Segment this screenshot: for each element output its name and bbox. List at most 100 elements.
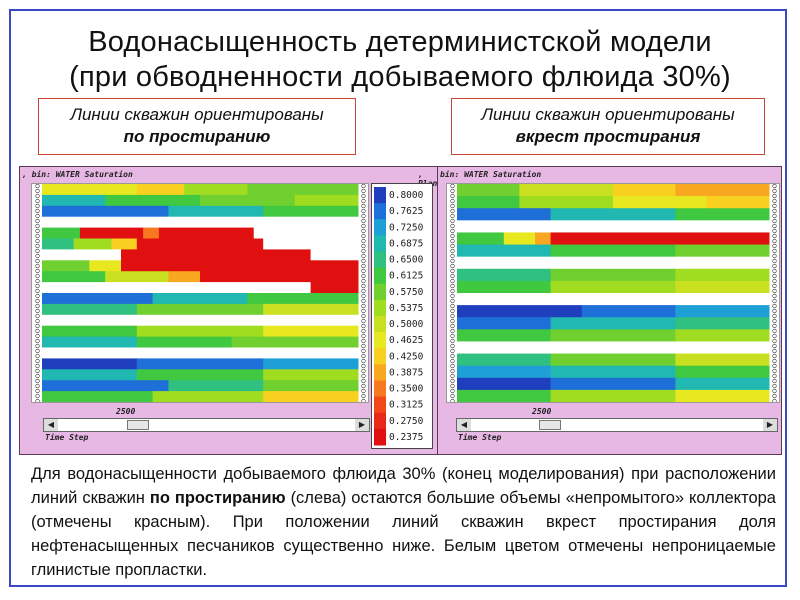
- well-marker: [772, 228, 777, 234]
- well-marker: [361, 368, 366, 374]
- legend-swatch: [374, 219, 386, 236]
- panel-left: , bin: WATER Saturation , Plane 0.80000.…: [19, 166, 442, 455]
- heatmap-cell: [42, 238, 75, 250]
- well-marker: [772, 238, 777, 244]
- well-marker: [361, 383, 366, 389]
- well-marker: [450, 298, 455, 304]
- slider-right-arrow-icon[interactable]: ▶: [763, 419, 777, 431]
- well-marker: [361, 263, 366, 269]
- well-marker: [772, 303, 777, 309]
- well-marker: [361, 238, 366, 244]
- slider-left-arrow-icon[interactable]: ◀: [457, 419, 471, 431]
- heatmap-cell: [136, 184, 185, 196]
- well-marker: [361, 298, 366, 304]
- well-marker: [35, 223, 40, 229]
- heatmap-cell: [200, 271, 359, 283]
- well-marker: [772, 218, 777, 224]
- well-marker: [772, 353, 777, 359]
- heatmap-cell: [168, 380, 264, 392]
- slider-right-thumb[interactable]: [539, 420, 561, 430]
- heatmap-cell: [136, 238, 264, 250]
- well-marker: [35, 343, 40, 349]
- heatmap-cell: [550, 389, 676, 402]
- well-marker: [772, 248, 777, 254]
- heatmap-right[interactable]: [446, 183, 780, 403]
- heatmap-cell: [136, 336, 233, 348]
- well-marker: [772, 388, 777, 394]
- well-marker: [450, 273, 455, 279]
- legend-label: 0.5000: [389, 319, 424, 330]
- heatmap-cell: [675, 280, 770, 294]
- slider-right-arrow-icon[interactable]: ▶: [355, 419, 369, 431]
- heatmap-cell: [310, 249, 359, 261]
- legend-swatch: [374, 316, 386, 333]
- heatmap-cell: [247, 184, 359, 196]
- well-marker: [35, 323, 40, 329]
- well-marker: [361, 328, 366, 334]
- panel-right-time-slider[interactable]: ◀ ▶: [456, 418, 778, 432]
- well-marker: [35, 303, 40, 309]
- well-marker: [450, 248, 455, 254]
- well-marker: [450, 188, 455, 194]
- heatmap-cell: [550, 377, 676, 391]
- heatmap-cell: [550, 268, 676, 282]
- heatmap-cell: [457, 244, 552, 258]
- legend-label: 0.8000: [389, 190, 424, 201]
- heatmap-cell: [42, 314, 359, 327]
- heatmap-cell: [121, 249, 312, 261]
- well-marker: [450, 358, 455, 364]
- well-marker: [35, 353, 40, 359]
- label-right-line1: Линии скважин ориентированы: [481, 105, 735, 124]
- well-marker: [450, 258, 455, 264]
- heatmap-cell: [503, 232, 536, 246]
- heatmap-cell: [42, 194, 106, 207]
- well-marker: [35, 378, 40, 384]
- heatmap-cell: [42, 347, 359, 359]
- well-marker: [450, 398, 455, 402]
- well-marker: [35, 273, 40, 279]
- well-marker: [361, 288, 366, 294]
- well-marker: [361, 223, 366, 229]
- heatmap-cell: [310, 282, 359, 294]
- heatmap-cell: [200, 194, 296, 207]
- legend-swatch: [374, 251, 386, 269]
- well-marker: [772, 278, 777, 284]
- well-marker: [450, 193, 455, 199]
- heatmap-cell: [105, 194, 201, 207]
- well-marker: [361, 378, 366, 384]
- well-marker: [361, 398, 366, 402]
- legend-swatch: [374, 412, 386, 430]
- well-marker: [35, 213, 40, 219]
- well-marker: [35, 338, 40, 344]
- panel-right: bin: WATER Saturation 2500 ◀ ▶ Time Step: [437, 166, 782, 455]
- well-marker: [35, 218, 40, 224]
- heatmap-cell: [457, 317, 552, 330]
- heatmap-cell: [457, 208, 552, 221]
- heatmap-cell: [457, 305, 583, 318]
- well-marker: [35, 198, 40, 204]
- well-marker: [450, 338, 455, 344]
- heatmap-cell: [111, 238, 138, 250]
- heatmap-cell: [457, 353, 552, 367]
- well-marker: [361, 363, 366, 369]
- legend-label: 0.4625: [389, 335, 423, 346]
- legend-swatch: [374, 187, 386, 204]
- slider-left-thumb[interactable]: [127, 420, 150, 430]
- well-marker: [361, 258, 366, 264]
- heatmap-left[interactable]: [31, 183, 369, 403]
- panel-left-time-slider[interactable]: ◀ ▶: [43, 418, 370, 432]
- panel-left-header: , bin: WATER Saturation: [22, 170, 133, 179]
- heatmap-cell: [263, 391, 359, 402]
- well-marker: [450, 288, 455, 294]
- well-marker: [35, 328, 40, 334]
- well-marker: [772, 253, 777, 259]
- well-marker: [450, 353, 455, 359]
- heatmap-cell: [263, 303, 359, 316]
- well-marker: [450, 308, 455, 314]
- legend-swatch: [374, 299, 386, 317]
- legend-swatch: [374, 348, 386, 365]
- well-marker: [772, 288, 777, 294]
- legend-label: 0.3500: [389, 384, 424, 395]
- well-marker: [361, 373, 366, 379]
- slider-left-arrow-icon[interactable]: ◀: [44, 419, 58, 431]
